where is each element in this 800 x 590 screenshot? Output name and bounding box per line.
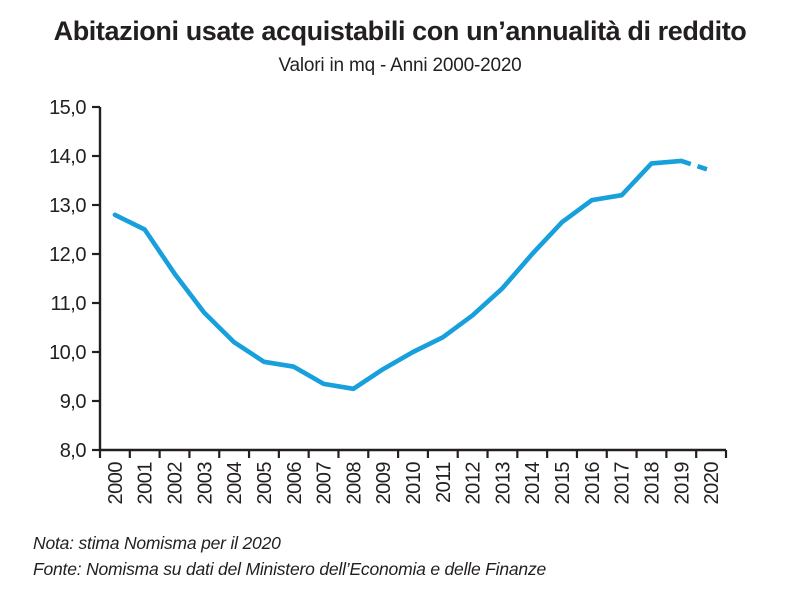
source-line: Fonte: Nomisma su dati del Ministero del… [33, 559, 547, 579]
series-line-forecast [680, 158, 712, 173]
chart-subtitle: Valori in mq - Anni 2000-2020 [278, 55, 522, 76]
x-year-label: 2012 [463, 462, 485, 505]
x-year-label: 2014 [522, 462, 544, 505]
y-tick-label: 8,0 [60, 440, 87, 462]
y-tick-label: 12,0 [49, 244, 86, 266]
x-year-label: 2008 [343, 462, 365, 505]
x-year-label: 2007 [314, 462, 336, 505]
note-line: Nota: stima Nomisma per il 2020 [33, 533, 281, 553]
y-tick-label: 11,0 [51, 293, 87, 315]
x-year-label: 2001 [135, 462, 157, 505]
chart-footer: Nota: stima Nomisma per il 2020 Fonte: N… [33, 530, 546, 582]
x-year-label: 2013 [492, 462, 514, 505]
x-year-label: 2010 [403, 462, 425, 505]
x-year-label: 2015 [552, 462, 574, 505]
y-tick-label: 10,0 [49, 342, 86, 364]
y-tick-label: 15,0 [49, 97, 86, 119]
x-year-label: 2000 [105, 462, 127, 505]
y-tick-label: 14,0 [49, 146, 86, 168]
x-year-label: 2005 [254, 462, 276, 505]
x-year-label: 2018 [641, 462, 663, 505]
x-year-label: 2011 [433, 462, 455, 503]
x-year-label: 2016 [582, 462, 604, 505]
x-year-label: 2019 [671, 462, 693, 505]
series-line [112, 158, 684, 392]
x-year-label: 2006 [284, 462, 306, 505]
x-year-label: 2002 [165, 462, 187, 505]
chart-title: Abitazioni usate acquistabili con un’ann… [53, 16, 747, 46]
x-year-label: 2003 [194, 462, 216, 505]
x-year-label: 2017 [612, 462, 634, 505]
x-year-label: 2009 [373, 462, 395, 505]
x-year-label: 2020 [701, 462, 723, 505]
y-tick-label: 13,0 [49, 195, 86, 217]
x-year-label: 2004 [224, 462, 246, 505]
y-tick-label: 9,0 [60, 391, 87, 413]
